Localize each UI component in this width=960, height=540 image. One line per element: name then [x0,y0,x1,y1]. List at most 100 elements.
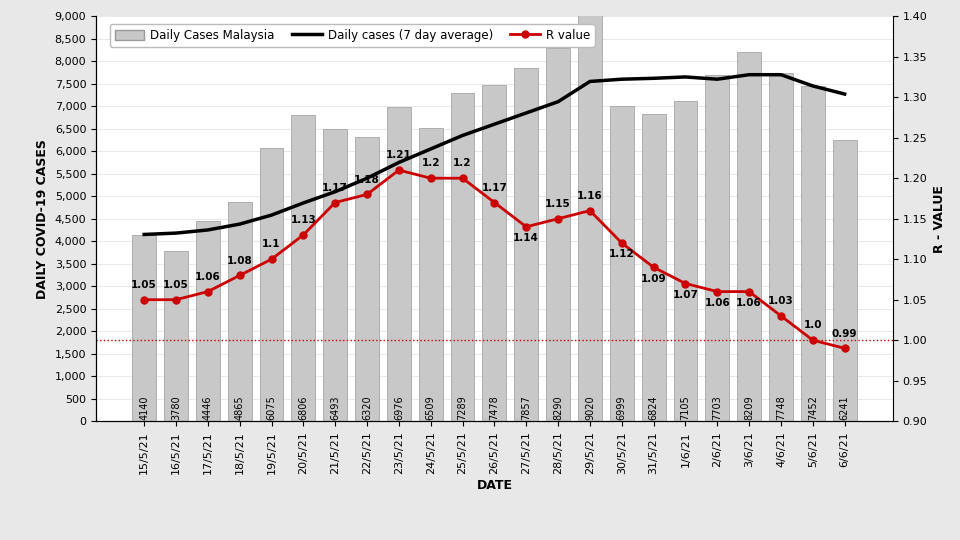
Bar [801,86,825,421]
Text: 1.15: 1.15 [545,199,571,209]
R value [393,167,404,173]
X-axis label: DATE: DATE [476,480,513,492]
Bar [483,85,506,421]
Bar [706,75,730,421]
R value [138,296,150,303]
R value [711,288,723,295]
Daily cases (7 day average) [648,75,660,82]
Text: 7857: 7857 [521,395,531,420]
Bar [515,68,539,421]
R value [616,240,628,246]
Text: 4446: 4446 [203,395,213,420]
R value [680,280,691,287]
Daily cases (7 day average) [361,175,372,181]
Text: 7289: 7289 [458,395,468,420]
Daily cases (7 day average) [711,76,723,83]
Text: 1.12: 1.12 [609,249,635,260]
Text: 1.14: 1.14 [514,233,540,244]
Daily cases (7 day average) [776,71,787,78]
Bar [832,140,856,421]
Y-axis label: DAILY COVID-19 CASES: DAILY COVID-19 CASES [36,139,49,299]
Bar [641,114,665,421]
Daily cases (7 day average) [807,83,819,89]
Text: 1.09: 1.09 [640,274,666,284]
Text: 1.17: 1.17 [482,183,507,193]
Text: 1.21: 1.21 [386,150,412,160]
Text: 4140: 4140 [139,395,149,420]
Text: 0.99: 0.99 [832,328,857,339]
Daily cases (7 day average) [234,221,246,227]
Daily cases (7 day average) [520,110,532,116]
R value [457,175,468,181]
Text: 7703: 7703 [712,395,722,420]
Bar [228,202,252,421]
Text: 1.06: 1.06 [705,298,731,308]
Text: 1.06: 1.06 [736,298,762,308]
Text: 7478: 7478 [490,395,499,420]
R value [234,272,246,279]
Text: 1.03: 1.03 [768,296,794,306]
Text: 6075: 6075 [267,395,276,420]
R value [807,337,819,343]
Text: 6241: 6241 [840,395,850,420]
Text: 1.16: 1.16 [577,191,603,201]
R value [648,264,660,271]
Daily cases (7 day average) [329,188,341,195]
Bar [196,221,220,421]
Daily cases (7 day average) [138,231,150,238]
Daily cases (7 day average) [457,132,468,139]
R value [489,199,500,206]
Text: 6824: 6824 [649,395,659,420]
Text: 1.17: 1.17 [323,183,348,193]
Text: 1.2: 1.2 [453,158,471,168]
Line: Daily cases (7 day average): Daily cases (7 day average) [144,75,845,234]
Daily cases (7 day average) [489,121,500,127]
Bar [578,15,602,421]
Text: 7452: 7452 [807,395,818,420]
Text: 1.2: 1.2 [421,158,440,168]
Text: 1.07: 1.07 [673,290,698,300]
R value [170,296,181,303]
Text: 1.05: 1.05 [132,280,157,290]
R value [743,288,755,295]
Daily cases (7 day average) [839,91,851,97]
R value [585,207,596,214]
R value [839,345,851,352]
Bar [769,72,793,421]
Text: 8209: 8209 [744,395,755,420]
Text: 3780: 3780 [171,395,181,420]
Daily cases (7 day average) [585,78,596,85]
Text: 1.1: 1.1 [262,239,280,249]
Bar [610,106,634,421]
Bar [450,93,474,421]
R value [298,232,309,238]
Daily cases (7 day average) [425,146,437,152]
Daily cases (7 day average) [552,98,564,105]
Text: 6806: 6806 [299,395,308,420]
Line: R value: R value [141,167,848,352]
Daily cases (7 day average) [298,200,309,206]
Text: 1.05: 1.05 [163,280,189,290]
Text: 6320: 6320 [362,395,372,420]
Bar [132,235,156,421]
R value [552,215,564,222]
Bar [737,52,761,421]
Text: 6999: 6999 [616,395,627,420]
Bar [164,251,188,421]
Daily cases (7 day average) [743,71,755,78]
Text: 1.0: 1.0 [804,320,822,330]
Bar [674,102,697,421]
Bar [259,148,283,421]
R value [202,288,213,295]
R value [329,199,341,206]
Bar [419,129,443,421]
Bar [355,137,379,421]
R value [361,191,372,198]
Bar [292,115,315,421]
Text: 4865: 4865 [234,395,245,420]
Text: 1.18: 1.18 [354,174,380,185]
Text: 9020: 9020 [585,395,595,420]
R value [776,313,787,319]
Bar [387,107,411,421]
Text: 8290: 8290 [553,395,564,420]
